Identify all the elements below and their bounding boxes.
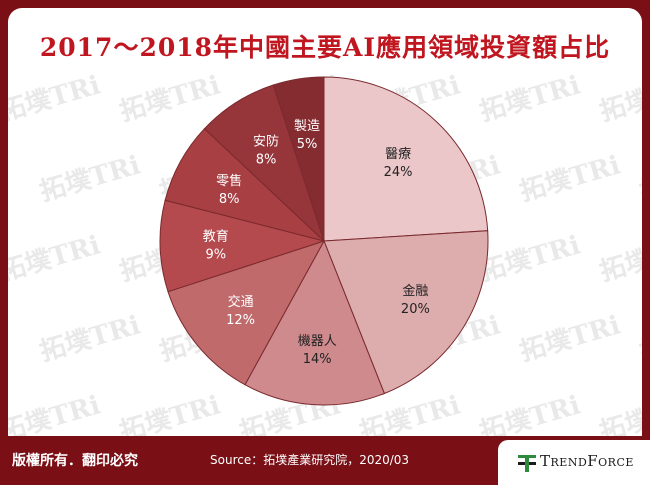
slice-value-label: 12% [226,313,255,328]
pie-slice [244,239,386,406]
slice-value-label: 8% [256,153,277,168]
footer: 版權所有．翻印必究 Source：拓墣產業研究院，2020/03 TrendFo… [0,436,650,485]
rights-panel: 版權所有．翻印必究 [0,436,178,485]
pie-slice [159,199,326,293]
pie-slice [167,240,326,386]
slice-value-label: 8% [219,192,240,207]
slice-value-label: 24% [384,165,413,180]
slice-label: 教育 [203,228,229,244]
slice-label: 醫療 [385,147,411,162]
pie-chart: 醫療 24% 金融 20% 機器人 14% 交通 12% 教育 9% 零售 8% 安防 8% 製造 5% [159,76,489,406]
source-text: Source：拓墣產業研究院，2020/03 [210,453,410,467]
slice-label: 金融 [402,283,428,299]
chart-canvas: 拓墣TRi 拓墣TRi 拓墣TRi 拓墣TRi 拓墣TRi 拓墣TRi 拓墣TRi 拓墣TRi… [8,8,642,436]
slice-label: 安防 [253,134,279,150]
slice-label: 機器人 [298,334,337,349]
pie-slice [323,76,489,242]
source-panel [178,436,498,485]
slice-label: 製造 [294,119,320,134]
slice-value-label: 5% [297,137,318,152]
brand-name: TrendForce [540,452,634,470]
trendforce-logo-icon [518,455,536,472]
slice-label: 零售 [216,173,242,189]
pie-slice [323,230,489,395]
chart-title: 2017～2018年中國主要AI應用領域投資額占比 [39,33,611,62]
slice-value-label: 14% [303,352,332,367]
slice-label: 交通 [228,294,254,310]
slice-value-label: 9% [206,247,227,262]
slice-value-label: 20% [401,302,430,317]
rights-text: 版權所有．翻印必究 [12,453,138,469]
pie-slice [272,76,325,242]
